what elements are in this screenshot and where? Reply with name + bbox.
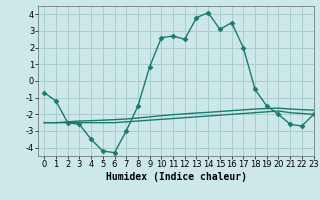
X-axis label: Humidex (Indice chaleur): Humidex (Indice chaleur): [106, 172, 246, 182]
